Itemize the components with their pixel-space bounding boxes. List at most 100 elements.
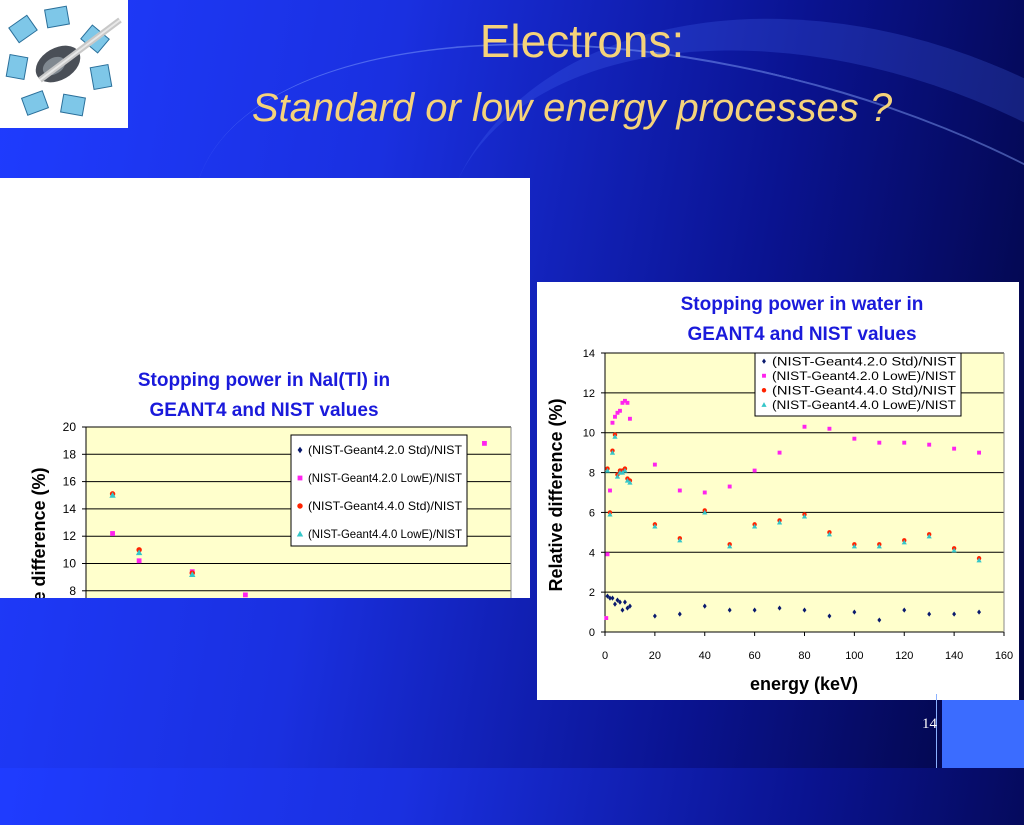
y-tick-label: 14 <box>63 502 77 516</box>
y-tick-label: 14 <box>583 348 595 360</box>
data-point-square <box>627 416 632 421</box>
corner-decoration <box>942 700 1024 768</box>
legend-marker-square <box>762 373 766 378</box>
data-point-square <box>702 490 707 495</box>
data-point-square <box>608 488 612 493</box>
legend-label: (NIST-Geant4.2.0 LowE)/NIST <box>772 371 956 383</box>
data-point-triangle <box>609 450 616 455</box>
y-axis-label: Relative difference (%) <box>29 467 49 598</box>
data-point-diamond <box>827 613 832 619</box>
y-axis-label: Relative difference (%) <box>546 398 566 591</box>
data-point-diamond <box>727 607 732 613</box>
legend-label: (NIST-Geant4.2.0 Std)/NIST <box>308 443 463 457</box>
data-point-diamond <box>852 609 857 615</box>
slide-number: 14 <box>922 716 937 732</box>
data-point-triangle <box>851 543 857 549</box>
y-tick-label: 12 <box>583 388 595 400</box>
data-point-square <box>620 400 625 405</box>
y-tick-label: 0 <box>589 627 595 639</box>
data-point-triangle <box>826 531 833 537</box>
data-point-triangle <box>876 543 882 549</box>
data-point-diamond <box>952 611 957 617</box>
legend-label: (NIST-Geant4.4.0 Std)/NIST <box>308 499 463 513</box>
legend-box <box>290 434 468 547</box>
data-point-diamond <box>610 595 615 601</box>
legend-marker-diamond <box>297 446 303 454</box>
x-axis-label: energy (keV) <box>750 674 858 694</box>
data-point-triangle <box>109 492 116 498</box>
data-point-square <box>977 450 982 455</box>
geant4-logo-image <box>0 0 128 128</box>
data-point-triangle <box>752 523 758 529</box>
data-point-triangle <box>901 539 907 545</box>
data-point-square <box>927 442 932 447</box>
data-point-square <box>625 400 630 405</box>
data-point-triangle <box>727 543 733 549</box>
x-tick-label: 80 <box>798 650 810 662</box>
data-point-triangle <box>776 519 783 525</box>
data-point-diamond <box>752 607 757 613</box>
data-point-triangle <box>607 511 613 517</box>
x-tick-label: 40 <box>699 650 711 662</box>
data-point-square <box>802 424 807 429</box>
y-tick-label: 18 <box>63 447 77 461</box>
data-point-square <box>727 484 732 489</box>
data-point-square <box>677 488 682 493</box>
data-point-triangle <box>619 469 626 475</box>
data-point-square <box>877 440 882 445</box>
chart-title-line: Stopping power in NaI(Tl) in <box>138 370 390 391</box>
data-point-square <box>136 558 142 564</box>
y-tick-label: 4 <box>589 547 595 559</box>
y-tick-label: 2 <box>589 587 595 599</box>
data-point-triangle <box>612 434 618 439</box>
data-point-square <box>777 450 782 455</box>
data-point-square <box>110 531 115 536</box>
data-point-triangle <box>652 523 658 529</box>
chart-title-line: Stopping power in water in <box>681 294 924 315</box>
x-tick-label: 140 <box>945 650 963 662</box>
legend-box <box>754 352 962 417</box>
y-tick-label: 10 <box>63 557 77 571</box>
x-tick-label: 60 <box>749 650 761 662</box>
data-point-square <box>827 426 832 431</box>
detector-logo-icon <box>0 0 128 128</box>
data-point-triangle <box>702 509 708 515</box>
x-tick-label: 20 <box>649 650 661 662</box>
y-tick-label: 10 <box>583 428 595 440</box>
data-point-diamond <box>927 611 932 617</box>
data-point-triangle <box>926 533 932 539</box>
data-point-diamond <box>627 603 632 609</box>
data-point-triangle <box>614 473 621 479</box>
data-point-square <box>613 414 617 419</box>
chart-panel-water: Stopping power in water in GEANT4 and NIS… <box>537 282 1019 700</box>
data-point-diamond <box>777 605 782 611</box>
chart-title-line: GEANT4 and NIST values <box>149 400 378 421</box>
data-point-square <box>610 420 615 425</box>
legend-label: (NIST-Geant4.4.0 LowE)/NIST <box>308 527 463 541</box>
data-point-diamond <box>615 597 620 603</box>
x-tick-label: 120 <box>895 650 913 662</box>
data-point-diamond <box>620 607 625 613</box>
data-point-triangle <box>189 571 196 577</box>
legend-label: (NIST-Geant4.4.0 Std)/NIST <box>772 385 956 397</box>
data-point-square <box>604 616 609 620</box>
chart-nai-stopping-power: Stopping power in NaI(Tl) in GEANT4 and N… <box>29 370 512 598</box>
legend-label: (NIST-Geant4.4.0 LowE)/NIST <box>772 400 956 412</box>
data-point-triangle <box>135 549 143 556</box>
data-point-triangle <box>801 513 808 519</box>
data-point-square <box>752 468 757 473</box>
x-tick-label: 160 <box>995 650 1013 662</box>
y-tick-label: 6 <box>589 507 595 519</box>
data-point-triangle <box>604 467 611 473</box>
data-point-diamond <box>977 609 982 615</box>
legend-marker-triangle <box>761 402 767 407</box>
data-point-diamond <box>902 607 907 613</box>
data-point-diamond <box>652 613 657 619</box>
legend-marker-circle <box>297 503 303 509</box>
legend-marker-circle <box>761 388 767 393</box>
data-point-triangle <box>627 479 633 485</box>
data-point-square <box>852 436 857 441</box>
data-point-diamond <box>608 595 612 601</box>
data-point-square <box>615 410 620 415</box>
data-point-diamond <box>877 617 882 623</box>
